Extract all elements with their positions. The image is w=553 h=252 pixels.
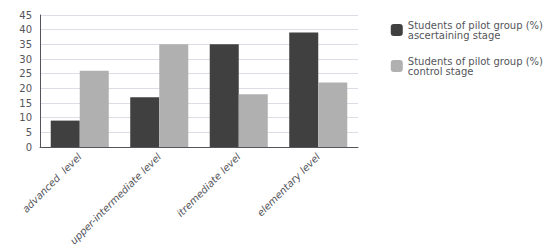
svg-text:40: 40	[19, 24, 32, 35]
svg-text:elementary level: elementary level	[255, 151, 322, 218]
svg-text:ascertaining stage: ascertaining stage	[408, 30, 501, 41]
svg-text:25: 25	[19, 68, 32, 79]
svg-text:35: 35	[19, 39, 32, 50]
svg-text:20: 20	[19, 83, 32, 94]
svg-text:Students of pilot group (%): Students of pilot group (%)	[407, 19, 543, 31]
svg-text:upper-intermediate level: upper-intermediate level	[68, 151, 163, 246]
svg-text:control stage: control stage	[408, 66, 474, 77]
svg-text:0: 0	[26, 142, 32, 153]
svg-text:30: 30	[19, 54, 32, 65]
svg-text:15: 15	[19, 98, 32, 109]
svg-text:advanced level: advanced level	[20, 151, 84, 215]
svg-text:5: 5	[26, 127, 32, 138]
svg-text:10: 10	[19, 112, 32, 123]
svg-text:itremediate level: itremediate level	[175, 151, 243, 219]
svg-text:Students of pilot group (%): Students of pilot group (%)	[407, 55, 543, 67]
svg-text:45: 45	[19, 10, 32, 21]
